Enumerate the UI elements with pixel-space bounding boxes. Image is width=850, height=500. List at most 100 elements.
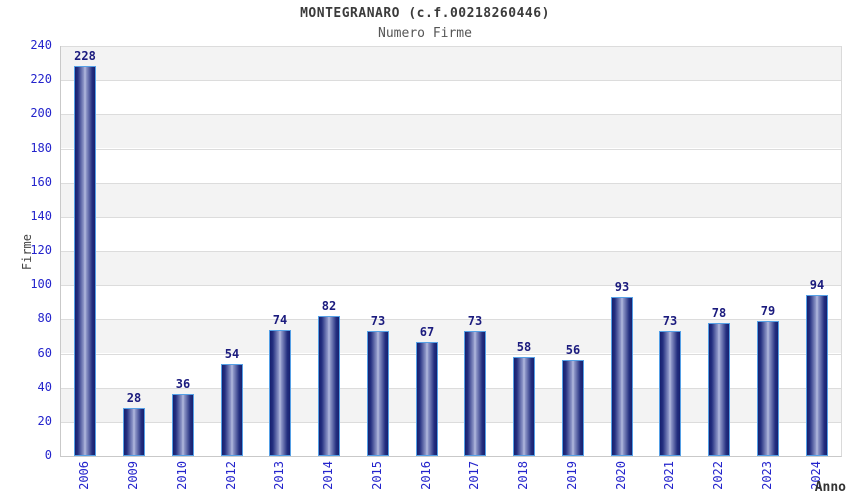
bar-value-label: 74: [272, 313, 288, 327]
x-tick-label-text: 2009: [126, 461, 140, 490]
bar-value-label: 36: [175, 377, 191, 391]
x-tick-label: 2017: [465, 461, 483, 499]
bar-value-label: 73: [662, 314, 678, 328]
x-tick-label: 2006: [75, 461, 93, 499]
x-tick-label-text: 2014: [321, 461, 335, 490]
x-tick-label: 2015: [368, 461, 386, 499]
x-tick-label-text: 2017: [467, 461, 481, 490]
bar-2023: [757, 321, 779, 456]
x-tick-label: 2021: [660, 461, 678, 499]
x-tick-label-text: 2013: [272, 461, 286, 490]
x-tick-label-text: 2018: [516, 461, 530, 490]
bar-2012: [221, 364, 243, 456]
bar-2020: [611, 297, 633, 456]
bar-2024: [806, 295, 828, 456]
y-tick-label: 220: [30, 72, 52, 86]
grid-band: [61, 182, 841, 217]
y-tick-label: 180: [30, 141, 52, 155]
x-tick-label: 2022: [709, 461, 727, 499]
gridline: [61, 182, 841, 184]
grid-band: [61, 148, 841, 183]
x-tick-label: 2019: [563, 461, 581, 499]
bar-value-label: 73: [467, 314, 483, 328]
bar-2015: [367, 331, 389, 456]
y-tick-label: 120: [30, 243, 52, 257]
bar-value-label: 67: [419, 325, 435, 339]
y-tick-label: 100: [30, 277, 52, 291]
y-tick-label: 240: [30, 38, 52, 52]
bar-value-label: 58: [516, 340, 532, 354]
plot-area: 228 28 36 54 74 82 73 67 73 58 56 93 73 78 79 94: [60, 46, 842, 457]
x-tick-label-text: 2006: [77, 461, 91, 490]
gridline: [61, 148, 841, 150]
y-tick-label: 140: [30, 209, 52, 223]
x-tick-label-text: 2012: [224, 461, 238, 490]
x-tick-label: 2012: [222, 461, 240, 499]
x-tick-label: 2010: [173, 461, 191, 499]
bar-2019: [562, 360, 584, 456]
chart-subtitle: Numero Firme: [378, 26, 472, 41]
x-tick-label: 2018: [514, 461, 532, 499]
bar-2022: [708, 323, 730, 456]
y-tick-label: 160: [30, 175, 52, 189]
gridline: [61, 285, 841, 287]
bar-2018: [513, 357, 535, 456]
bar-value-label: 28: [126, 391, 142, 405]
grid-band: [61, 216, 841, 251]
bar-value-label: 94: [809, 278, 825, 292]
grid-band: [61, 46, 841, 81]
y-tick-label: 200: [30, 106, 52, 120]
x-tick-label: 2016: [417, 461, 435, 499]
bar-2017: [464, 331, 486, 456]
bar-value-label: 54: [224, 347, 240, 361]
bar-2010: [172, 394, 194, 456]
x-tick-label-text: 2016: [419, 461, 433, 490]
bar-value-label: 56: [565, 343, 581, 357]
bar-value-label: 79: [760, 304, 776, 318]
x-tick-label: 2020: [612, 461, 630, 499]
y-tick-label: 20: [37, 414, 52, 428]
gridline: [61, 387, 841, 389]
y-tick-label: 0: [44, 448, 52, 462]
bar-2013: [269, 330, 291, 456]
y-tick-label: 80: [37, 311, 52, 325]
bar-2016: [416, 342, 438, 456]
y-tick-label: 40: [37, 380, 52, 394]
gridline: [61, 353, 841, 355]
x-tick-label-text: 2021: [662, 461, 676, 490]
x-tick-label: 2009: [124, 461, 142, 499]
bar-value-label: 93: [614, 280, 630, 294]
bar-2009: [123, 408, 145, 456]
y-tick-label: 60: [37, 346, 52, 360]
bar-2021: [659, 331, 681, 456]
gridline: [61, 319, 841, 321]
x-tick-label-text: 2019: [565, 461, 579, 490]
x-tick-label: 2013: [270, 461, 288, 499]
x-tick-label-text: 2023: [760, 461, 774, 490]
gridline: [61, 80, 841, 82]
bar-value-label: 78: [711, 306, 727, 320]
x-tick-label: 2014: [319, 461, 337, 499]
gridline: [61, 114, 841, 116]
grid-band: [61, 114, 841, 149]
gridline: [61, 421, 841, 423]
x-tick-label-text: 2015: [370, 461, 384, 490]
bar-2006: [74, 66, 96, 456]
x-tick-label-text: 2010: [175, 461, 189, 490]
x-tick-label-text: 2020: [614, 461, 628, 490]
bar-value-label: 73: [370, 314, 386, 328]
bar-value-label: 82: [321, 299, 337, 313]
gridline: [61, 46, 841, 47]
bar-2014: [318, 316, 340, 456]
x-tick-label: 2023: [758, 461, 776, 499]
gridline: [61, 251, 841, 252]
grid-band: [61, 251, 841, 286]
grid-band: [61, 80, 841, 115]
bar-value-label: 228: [74, 49, 96, 63]
grid-band: [61, 285, 841, 320]
x-tick-label-text: 2022: [711, 461, 725, 490]
chart-title: MONTEGRANARO (c.f.00218260446): [300, 6, 550, 21]
gridline: [61, 216, 841, 218]
x-axis-title: Anno: [814, 480, 846, 495]
